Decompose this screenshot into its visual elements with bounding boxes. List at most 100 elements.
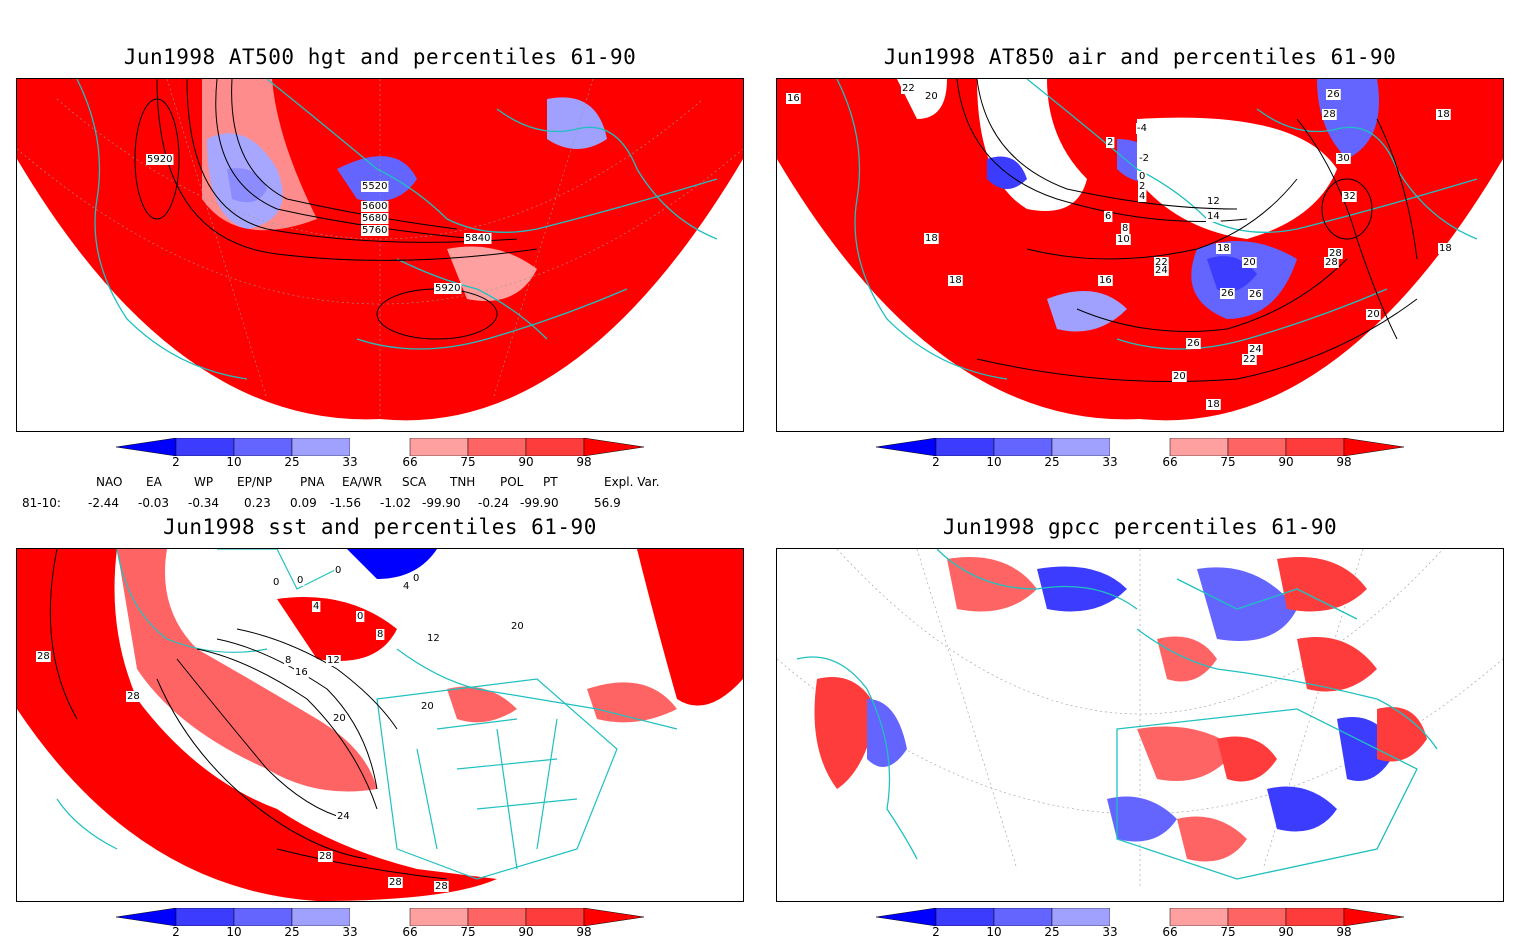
contour-label: 18	[949, 275, 962, 286]
blue-anomaly-3	[337, 156, 417, 202]
contour-label-box	[334, 565, 343, 576]
contour-label: 22	[1243, 354, 1256, 365]
contour-label: 4	[1139, 191, 1145, 202]
contour-label-box	[510, 621, 525, 632]
contour-label-box	[1322, 109, 1337, 120]
contour-label: 10	[1117, 234, 1130, 245]
contour-label-box	[434, 283, 462, 294]
colorbar-label: 66	[402, 455, 418, 469]
contour-label-box	[36, 651, 51, 662]
contour-label: 18	[1437, 109, 1450, 120]
contour-label: 18	[1217, 243, 1230, 254]
colorbar-label: 75	[460, 925, 476, 939]
panel-title-sst: Jun1998 sst and percentiles 61-90	[163, 515, 597, 539]
colorbar-label: 66	[1162, 455, 1178, 469]
index-value: -0.03	[138, 496, 170, 510]
graticule	[17, 79, 743, 419]
contour-label-box	[361, 201, 389, 212]
contour-label-box	[1220, 288, 1235, 299]
contour-label: 5680	[362, 213, 387, 224]
index-value: -0.24	[478, 496, 510, 510]
contour-label: 4	[403, 581, 409, 592]
contour-label-box	[786, 93, 801, 104]
colorbar-label: 2	[932, 925, 940, 939]
contour-label-box	[1206, 399, 1221, 410]
colorbar-label: 98	[576, 455, 592, 469]
index-value: 0.09	[290, 496, 317, 510]
contour-label: 0	[413, 573, 419, 584]
contour-label: 8	[1122, 223, 1128, 234]
colorbar-left-top: 2 10 25 33 66 75 90 98	[116, 438, 646, 478]
contour-label-box	[1328, 248, 1343, 259]
white-ring-1	[202, 79, 317, 231]
contour-label: 12	[327, 655, 340, 666]
colorbar-label: 75	[460, 455, 476, 469]
colorbar-label: 33	[342, 925, 358, 939]
index-value: -99.90	[520, 496, 559, 510]
contour-label-box	[948, 275, 963, 286]
contour-label-box	[294, 667, 309, 678]
contour-label-box	[146, 154, 174, 165]
contour-label: 2	[1107, 137, 1113, 148]
index-row-label: 81-10:	[22, 496, 61, 510]
colorbar-label: 2	[932, 455, 940, 469]
contour-label-box	[126, 691, 141, 702]
contour-label-box	[356, 611, 365, 622]
contour-label: -2	[1139, 153, 1149, 164]
blue-anomaly-4	[547, 97, 607, 149]
contour-label-box	[1154, 265, 1169, 276]
contour-label: 16	[787, 93, 800, 104]
contour-label: 18	[925, 233, 938, 244]
colorbar-label: 25	[1044, 925, 1060, 939]
colorbar-label: 98	[576, 925, 592, 939]
contour-label: 26	[1249, 289, 1262, 300]
contour-label: 22	[1155, 257, 1168, 268]
colorbar-label: 25	[284, 455, 300, 469]
contour-label: 26	[1221, 288, 1234, 299]
contour-label: 28	[1325, 257, 1338, 268]
contour-label-box	[1248, 289, 1263, 300]
contour-label: 32	[1343, 191, 1356, 202]
contour-label-box	[1366, 309, 1381, 320]
contour-label: 28	[389, 877, 402, 888]
index-value: -99.90	[422, 496, 461, 510]
contour-label-box	[1324, 257, 1339, 268]
contour-label: -4	[1137, 123, 1147, 134]
contour-label: 30	[1337, 153, 1350, 164]
contour-label: 0	[335, 565, 341, 576]
contour-label-box	[326, 655, 341, 666]
contour-label-box	[434, 881, 449, 892]
contour-label: 16	[1099, 275, 1112, 286]
contour-label: 0	[1139, 171, 1145, 182]
contour-label: 8	[285, 655, 291, 666]
contour-label: 16	[295, 667, 308, 678]
index-value: 56.9	[594, 496, 621, 510]
colorbar-label: 33	[1102, 925, 1118, 939]
contour-label-box	[426, 633, 441, 644]
precip-patches	[814, 557, 1427, 862]
contour-label: 20	[1243, 257, 1256, 268]
contour-label: 24	[337, 811, 350, 822]
contour-label-box	[296, 575, 305, 586]
colorbar-label: 66	[1162, 925, 1178, 939]
colorbar-label: 10	[986, 455, 1002, 469]
colorbar-label: 25	[1044, 455, 1060, 469]
panel-title-gpcc: Jun1998 gpcc percentiles 61-90	[942, 515, 1338, 539]
contour-label: 20	[421, 701, 434, 712]
contour-label: 8	[377, 629, 383, 640]
index-header: EA/WR	[342, 475, 383, 489]
contour-label-box	[1342, 191, 1357, 202]
colorbar-label: 25	[284, 925, 300, 939]
colorbar-label: 98	[1336, 925, 1352, 939]
contour-labels: 5920 5520 5600 5680 5760 5840 5920	[146, 154, 492, 294]
contour-label-box	[402, 581, 411, 592]
contour-label-box	[1248, 344, 1263, 355]
colorbar-label: 33	[1102, 455, 1118, 469]
map-panel-hgt500: 5920 5520 5600 5680 5760 5840 5920	[16, 78, 744, 432]
contour-label: 28	[37, 651, 50, 662]
contour-label: 28	[435, 881, 448, 892]
contour-label-box	[1186, 338, 1201, 349]
panel-title-hgt500: Jun1998 AT500 hgt and percentiles 61-90	[123, 45, 637, 69]
contour-label: 26	[1327, 89, 1340, 100]
contour-label-box	[924, 233, 939, 244]
